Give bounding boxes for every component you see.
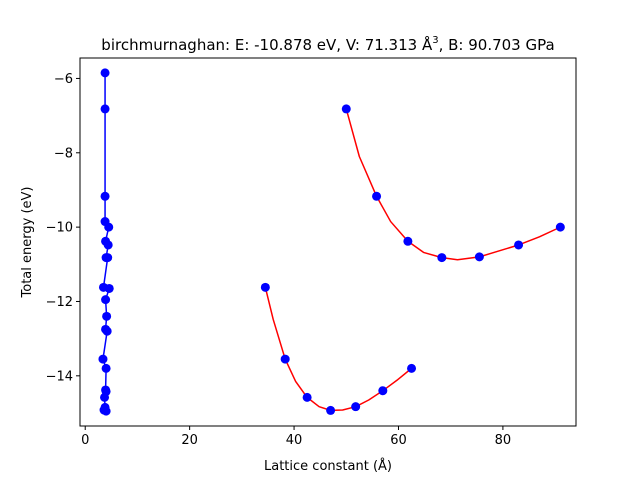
y-axis-ticks: −14 −12 −10 −8 −6: [46, 72, 80, 384]
data-point-0-12: [102, 311, 112, 321]
y-tick-label: −14: [46, 369, 73, 384]
data-point-0-14: [102, 326, 112, 336]
data-point-1-0: [260, 282, 270, 292]
data-point-3-2: [403, 236, 413, 246]
data-point-0-16: [101, 363, 111, 373]
x-tick-label: 80: [495, 433, 512, 448]
data-point-0-6: [103, 240, 113, 250]
data-point-1-2: [302, 392, 312, 402]
data-point-1-1: [280, 354, 290, 364]
y-axis-label: Total energy (eV): [20, 187, 35, 299]
data-point-0-2: [100, 191, 110, 201]
data-point-3-1: [372, 191, 382, 201]
x-tick-label: 20: [181, 433, 198, 448]
plot-area: [80, 58, 576, 426]
data-point-0-0: [100, 68, 110, 78]
x-tick-label: 0: [81, 433, 89, 448]
data-point-3-0: [341, 104, 351, 114]
chart-title-prefix: birchmurnaghan: E: -10.878 eV, V: 71.313…: [101, 35, 433, 54]
data-point-0-4: [104, 222, 114, 232]
y-tick-label: −6: [54, 72, 73, 87]
data-point-0-1: [100, 104, 110, 114]
axes-frame: [79, 57, 577, 427]
data-point-0-10: [104, 283, 114, 293]
data-point-3-6: [555, 222, 565, 232]
chart-title: birchmurnaghan: E: -10.878 eV, V: 71.313…: [101, 35, 554, 54]
data-markers: [98, 68, 565, 416]
data-point-0-15: [98, 354, 108, 364]
x-tick-label: 40: [286, 433, 303, 448]
data-point-1-6: [407, 363, 417, 373]
data-point-0-8: [103, 253, 113, 263]
y-tick-label: −12: [46, 295, 73, 310]
data-point-3-4: [474, 252, 484, 262]
data-point-3-3: [437, 253, 447, 263]
data-point-0-22: [101, 406, 111, 416]
chart-title-superscript: 3: [432, 35, 438, 46]
y-tick-label: −10: [46, 221, 73, 236]
x-axis-label: Lattice constant (Å): [264, 458, 392, 474]
data-point-1-4: [351, 402, 361, 412]
x-tick-label: 60: [390, 433, 407, 448]
data-point-1-5: [378, 386, 388, 396]
data-point-1-3: [326, 405, 336, 415]
data-point-0-19: [100, 392, 110, 402]
data-point-3-5: [514, 240, 524, 250]
x-axis-ticks: 0 20 40 60 80: [81, 426, 511, 448]
data-point-0-11: [101, 295, 111, 305]
y-tick-label: −8: [54, 146, 73, 161]
chart-title-suffix: , B: 90.703 GPa: [439, 36, 555, 54]
